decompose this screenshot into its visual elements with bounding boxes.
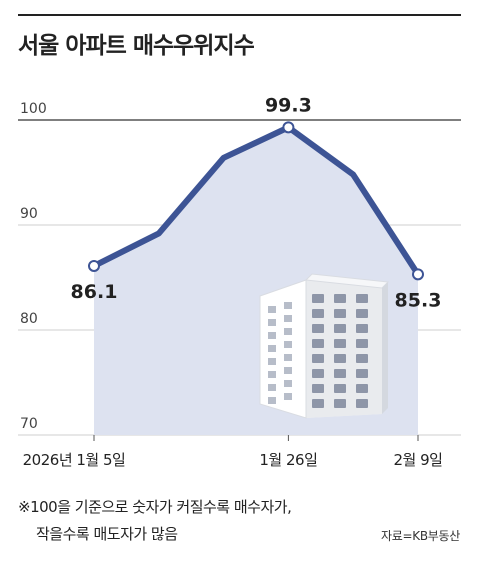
building-window	[356, 399, 368, 408]
building-window	[268, 332, 276, 339]
building-window	[312, 294, 324, 303]
y-tick-label: 90	[20, 206, 38, 222]
data-label: 99.3	[265, 94, 312, 116]
building-window	[356, 309, 368, 318]
building-window	[356, 354, 368, 363]
building-window	[284, 341, 292, 348]
building-window	[284, 367, 292, 374]
building-window	[334, 339, 346, 348]
building-window	[268, 397, 276, 404]
building-window	[268, 345, 276, 352]
y-tick-label: 80	[20, 311, 38, 327]
top-rule	[18, 14, 461, 16]
footnote-line-1: ※100을 기준으로 숫자가 커질수록 매수자가,	[18, 498, 292, 516]
x-tick-label: 1월 26일	[259, 451, 317, 469]
building-window	[356, 384, 368, 393]
building-window	[334, 399, 346, 408]
data-label: 85.3	[395, 289, 442, 311]
data-point-marker	[412, 268, 424, 281]
building-window	[312, 309, 324, 318]
building-window	[268, 306, 276, 313]
building-window	[334, 354, 346, 363]
building-window	[356, 339, 368, 348]
x-tick-label: 2026년 1월 5일	[23, 451, 126, 469]
data-label: 86.1	[71, 281, 118, 303]
building-window	[312, 399, 324, 408]
x-tick-label: 2월 9일	[394, 451, 443, 469]
building-window	[312, 354, 324, 363]
data-point-marker	[282, 121, 295, 134]
footnote-line-2: 작을수록 매도자가 많음	[36, 525, 178, 543]
building-window	[356, 369, 368, 378]
series-line	[91, 124, 421, 278]
building-window	[284, 354, 292, 361]
building-window	[284, 315, 292, 322]
chart-canvas: 100 90 80 70 86.1 99.3 85.3 2026년 1월 5일 1월 26일 2…	[18, 94, 461, 469]
building-window	[312, 339, 324, 348]
building-window	[334, 294, 346, 303]
building-window	[268, 371, 276, 378]
building-window	[334, 384, 346, 393]
y-tick-label: 70	[20, 416, 38, 432]
building-window	[312, 369, 324, 378]
building-window	[356, 294, 368, 303]
building-window	[268, 358, 276, 365]
building-window	[268, 319, 276, 326]
y-tick-label: 100	[20, 101, 47, 117]
building-window	[284, 302, 292, 309]
chart-title: 서울 아파트 매수우위지수	[18, 33, 255, 59]
data-point-marker	[88, 259, 100, 272]
building-window	[334, 324, 346, 333]
building-window	[334, 369, 346, 378]
building-window	[334, 309, 346, 318]
apartment-building-icon	[259, 273, 390, 419]
building-window	[284, 380, 292, 387]
building-window	[268, 384, 276, 391]
grid-layer: 100 90 80 70	[18, 101, 461, 436]
building-window	[284, 328, 292, 335]
building-window	[284, 393, 292, 400]
building-window	[312, 384, 324, 393]
building-window	[356, 324, 368, 333]
building-window	[312, 324, 324, 333]
source-credit: 자료=KB부동산	[381, 529, 460, 543]
footnote: ※100을 기준으로 숫자가 커질수록 매수자가, 작을수록 매도자가 많음	[18, 494, 292, 548]
